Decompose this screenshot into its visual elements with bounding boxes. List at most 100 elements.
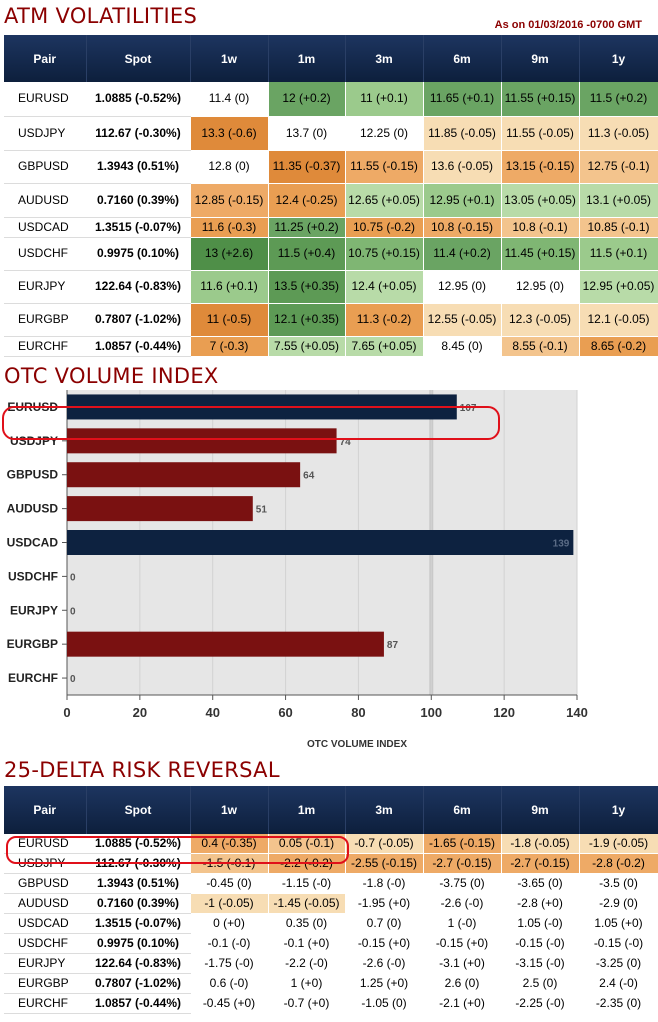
value-cell: 11.5 (+0.1) <box>579 237 658 271</box>
value-cell: 12.25 (0) <box>345 116 424 151</box>
value-cell: 13.15 (-0.15) <box>501 150 580 184</box>
table-row: EURGBP 0.7807 (-1.02%) 11 (-0.5) 12.1 (+0.3… <box>4 303 658 337</box>
value-cell: -2.35 (0) <box>579 993 658 1014</box>
value-cell: -0.15 (+0) <box>345 933 424 954</box>
value-cell: -1.75 (-0) <box>190 953 269 974</box>
value-cell: -0.45 (0) <box>190 873 269 894</box>
value-cell: 8.45 (0) <box>423 336 502 357</box>
y-tick-label: USDCHF <box>8 569 58 583</box>
value-cell: 12.1 (-0.05) <box>579 303 658 337</box>
value-cell: 11.35 (-0.37) <box>268 150 346 184</box>
value-cell: 1.05 (-0) <box>501 913 580 934</box>
risk-reversal-table: Pair Spot 1w 1m 3m 6m 9m 1y EURUSD 1.0885 (-0.52… <box>4 786 658 1014</box>
spot-cell: 1.0857 (-0.44%) <box>86 993 191 1014</box>
value-cell: 13.5 (+0.35) <box>268 270 346 304</box>
otc-title: OTC VOLUME INDEX <box>4 364 219 388</box>
value-cell: 0.7 (0) <box>345 913 424 934</box>
value-cell: -3.25 (0) <box>579 953 658 974</box>
y-tick-label: GBPUSD <box>7 468 59 482</box>
value-cell: 12.55 (-0.05) <box>423 303 502 337</box>
value-cell: 13.1 (+0.05) <box>579 183 658 218</box>
bar-value-label: 139 <box>553 539 570 550</box>
spot-cell: 122.64 (-0.83%) <box>86 953 191 974</box>
bar-value-label: 51 <box>256 505 268 516</box>
value-cell: 12.95 (0) <box>423 270 502 304</box>
bar-value-label: 87 <box>387 640 399 651</box>
value-cell: 13 (+2.6) <box>190 237 269 271</box>
table-row: EURCHF 1.0857 (-0.44%) 7 (-0.3) 7.55 (+0.05… <box>4 336 658 357</box>
x-tick-label: 100 <box>420 705 442 720</box>
bar-value-label: 107 <box>460 403 477 414</box>
value-cell: 11.55 (-0.15) <box>345 150 424 184</box>
x-tick-label: 80 <box>351 705 365 720</box>
value-cell: -1 (-0.05) <box>190 893 269 914</box>
spot-cell: 1.3943 (0.51%) <box>86 150 191 184</box>
pair-cell: GBPUSD <box>4 873 87 894</box>
column-header: 9m <box>501 786 580 834</box>
spot-cell: 0.7160 (0.39%) <box>86 893 191 914</box>
value-cell: 1 (+0) <box>268 973 346 994</box>
pair-cell: EURGBP <box>4 973 87 994</box>
value-cell: 13.3 (-0.6) <box>190 116 269 151</box>
value-cell: -1.15 (-0) <box>268 873 346 894</box>
value-cell: -2.9 (0) <box>579 893 658 914</box>
value-cell: -0.1 (-0) <box>190 933 269 954</box>
y-tick-label: EURCHF <box>8 671 58 685</box>
value-cell: 10.8 (-0.15) <box>423 217 502 238</box>
value-cell: 10.75 (+0.15) <box>345 237 424 271</box>
column-header: Spot <box>86 786 191 834</box>
table-row: EURJPY 122.64 (-0.83%) 11.6 (+0.1) 13.5 (+0… <box>4 270 658 304</box>
bar <box>67 496 253 522</box>
value-cell: 2.6 (0) <box>423 973 502 994</box>
value-cell: -1.05 (0) <box>345 993 424 1014</box>
pair-cell: EURUSD <box>4 834 87 854</box>
value-cell: 0 (+0) <box>190 913 269 934</box>
bar-value-label: 0 <box>70 674 76 685</box>
column-header: 1w <box>190 786 269 834</box>
y-tick-label: USDCAD <box>7 536 59 550</box>
value-cell: -0.15 (-0) <box>501 933 580 954</box>
eurusd-highlight-oval <box>2 406 500 440</box>
value-cell: -0.15 (-0) <box>579 933 658 954</box>
value-cell: 2.5 (0) <box>501 973 580 994</box>
value-cell: 11.6 (-0.3) <box>190 217 269 238</box>
bar <box>67 462 301 488</box>
value-cell: -0.7 (+0) <box>268 993 346 1014</box>
value-cell: -1.8 (-0) <box>345 873 424 894</box>
value-cell: 1.25 (+0) <box>345 973 424 994</box>
value-cell: 11.5 (+0.4) <box>268 237 346 271</box>
value-cell: -2.25 (-0) <box>501 993 580 1014</box>
value-cell: -2.8 (-0.2) <box>579 853 658 874</box>
bar-value-label: 64 <box>303 471 315 482</box>
x-axis-label: OTC VOLUME INDEX <box>307 739 407 750</box>
bar <box>67 530 574 555</box>
spot-cell: 1.3943 (0.51%) <box>86 873 191 894</box>
value-cell: 11.3 (-0.05) <box>579 116 658 151</box>
value-cell: -0.45 (+0) <box>190 993 269 1014</box>
spot-cell: 0.9975 (0.10%) <box>86 237 191 271</box>
table-row: AUDUSD 0.7160 (0.39%) 12.85 (-0.15) 12.4 (-… <box>4 183 658 218</box>
pair-cell: EURGBP <box>4 303 87 337</box>
value-cell: -3.65 (0) <box>501 873 580 894</box>
y-tick-label: EURJPY <box>10 603 58 617</box>
bar-value-label: 0 <box>70 572 76 583</box>
value-cell: -2.6 (-0) <box>423 893 502 914</box>
value-cell: 11 (+0.1) <box>345 82 424 117</box>
atm-title: ATM VOLATILITIES <box>4 4 198 28</box>
table-row: EURCHF 1.0857 (-0.44%) -0.45 (+0) -0.7 (+0)… <box>4 993 658 1014</box>
value-cell: 11.55 (+0.15) <box>501 82 580 117</box>
table-row: EURGBP 0.7807 (-1.02%) 0.6 (-0) 1 (+0) 1.25 … <box>4 973 658 994</box>
value-cell: -3.5 (0) <box>579 873 658 894</box>
spot-cell: 1.3515 (-0.07%) <box>86 913 191 934</box>
x-tick-label: 20 <box>133 705 147 720</box>
bar <box>67 631 384 657</box>
value-cell: 11.4 (0) <box>190 82 269 117</box>
value-cell: 11.25 (+0.2) <box>268 217 346 238</box>
value-cell: 13.6 (-0.05) <box>423 150 502 184</box>
bar-value-label: 0 <box>70 606 76 617</box>
x-tick-label: 0 <box>63 705 70 720</box>
value-cell: 0.35 (0) <box>268 913 346 934</box>
value-cell: -1.65 (-0.15) <box>423 834 502 854</box>
value-cell: -2.55 (-0.15) <box>345 853 424 874</box>
value-cell: 0.4 (-0.35) <box>190 834 269 854</box>
